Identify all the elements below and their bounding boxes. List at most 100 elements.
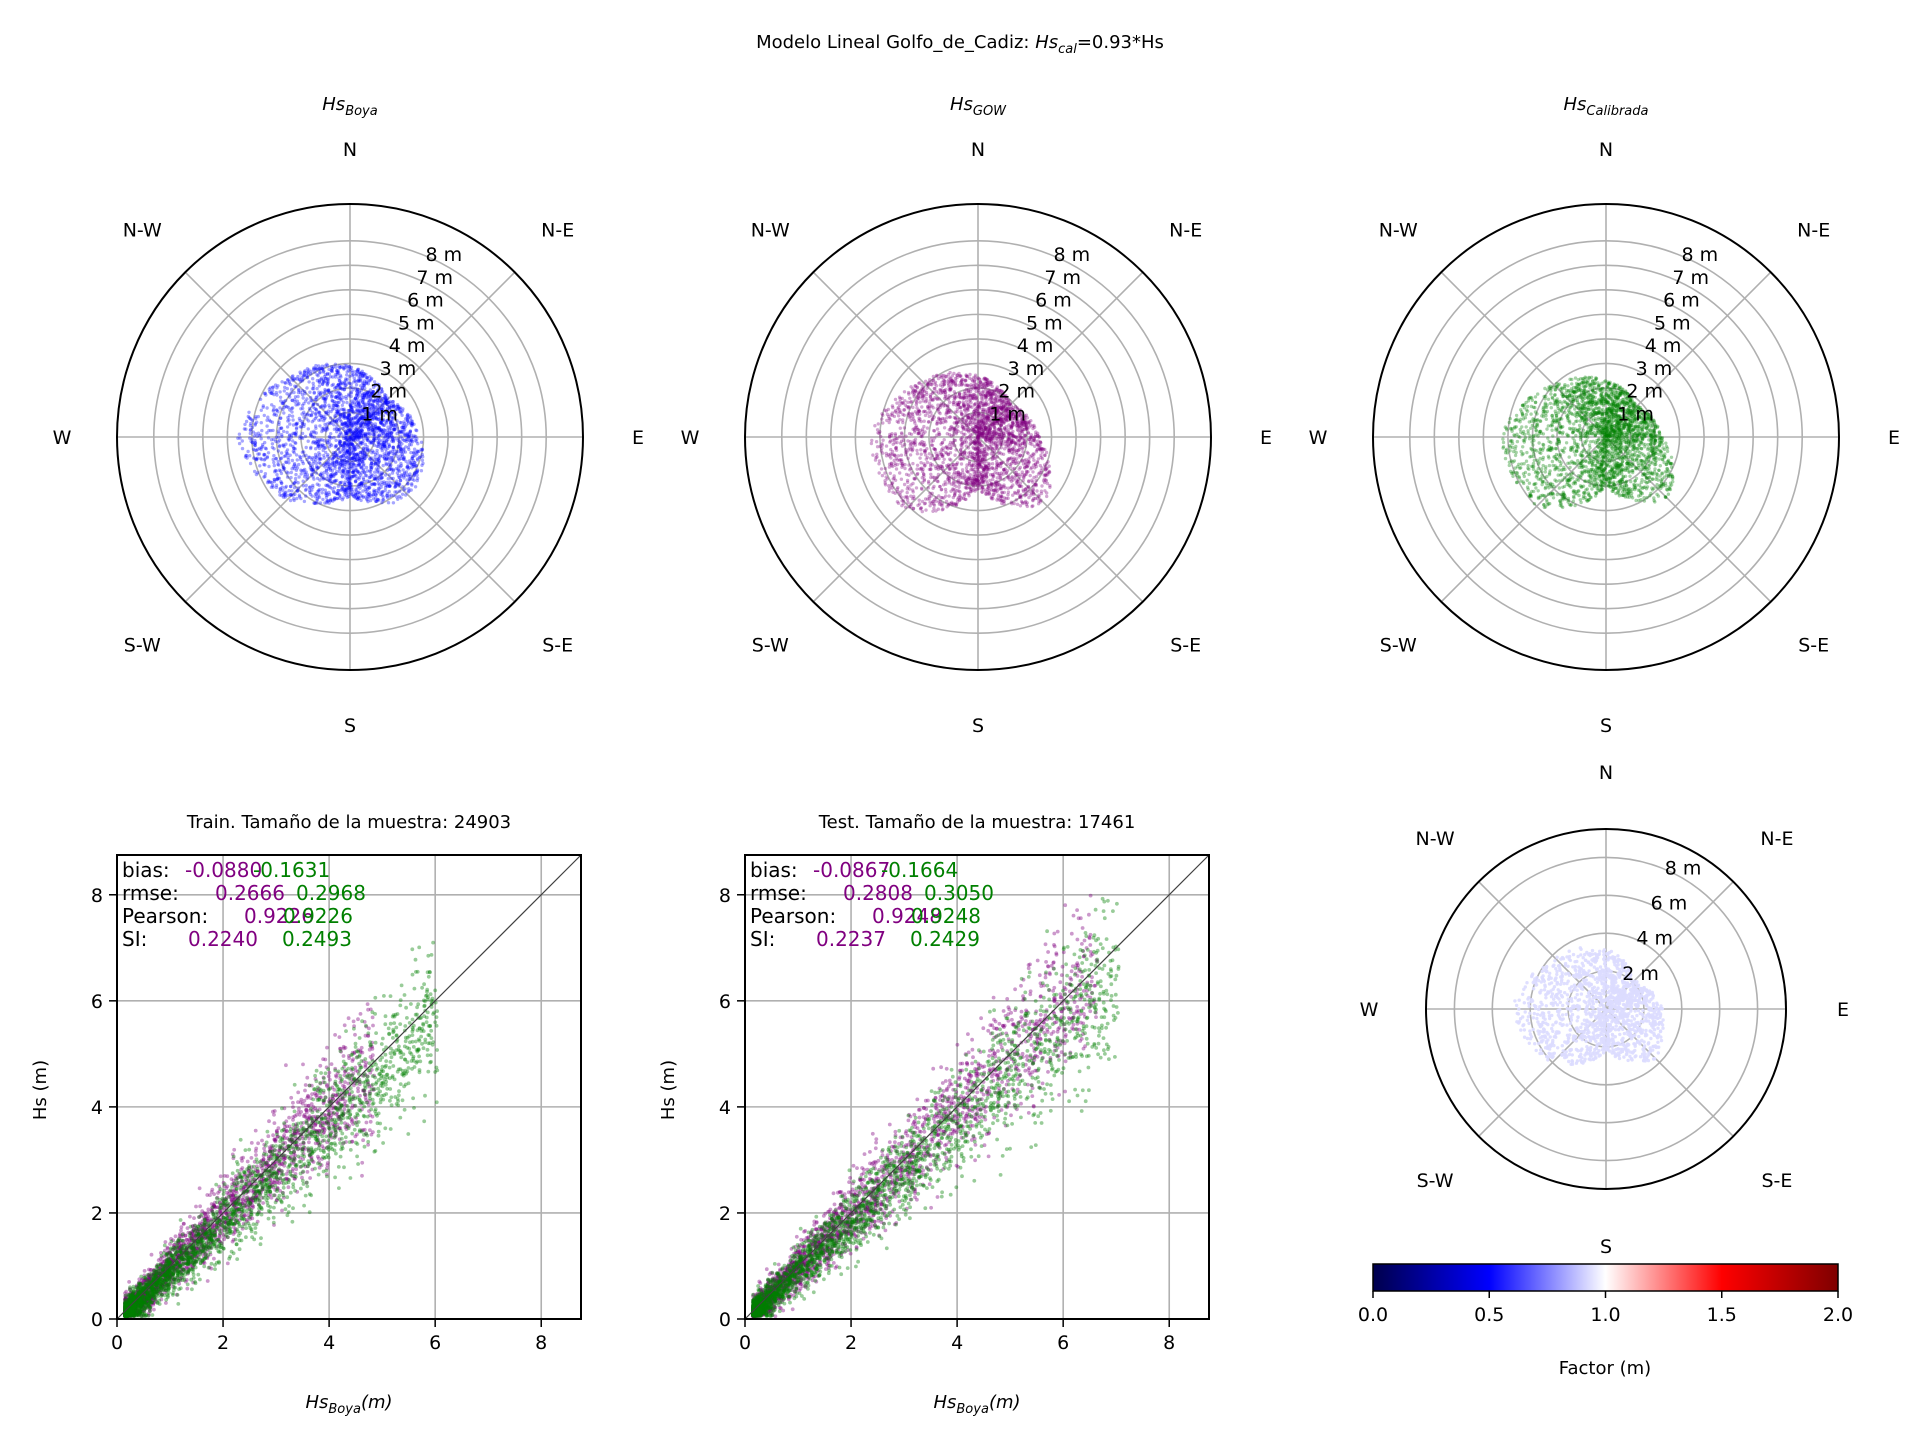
polar-point [255,434,259,438]
polar-point [869,441,874,446]
polar-point [290,489,294,493]
polar-point [353,421,358,425]
polar-point [306,439,310,443]
polar-point [254,415,258,419]
polar-point [346,415,350,419]
polar-point [919,461,923,465]
polar-point [368,457,372,461]
polar-point [938,411,942,416]
polar-point [890,486,894,490]
polar-point [278,493,282,497]
polar-point [272,405,276,409]
polar-point [376,407,380,411]
polar-point [353,473,357,477]
polar-point [400,492,405,496]
polar-point [284,490,288,494]
polar-point [953,426,957,431]
polar-point [324,491,329,495]
polar-point [903,505,908,509]
polar-point [338,496,342,500]
polar-point [327,388,331,392]
polar-point [909,432,914,436]
polar-point [279,426,283,430]
polar-point [367,390,371,394]
polar-point [915,463,920,467]
polar-point [871,453,875,457]
polar-point [883,471,887,475]
polar-point [320,476,324,480]
polar-point [320,404,324,408]
polar-point [304,445,308,450]
polar-point [253,422,258,426]
polar-point [911,490,915,494]
polar-point [415,458,420,462]
polar-point [978,380,983,384]
polar-point [250,437,254,441]
polar-point [1006,493,1010,497]
figure-title: Modelo Lineal Golfo_de_Cadiz: Hscal=0.93… [756,32,1164,57]
polar-point [889,447,893,452]
polar-point [324,412,328,416]
polar-point [282,493,287,498]
polar-point [1013,441,1017,446]
polar-point [347,364,351,369]
polar-point [275,476,280,480]
polar-point [238,436,242,440]
polar-point [396,464,401,468]
polar-point [893,478,898,482]
polar-point [322,369,326,373]
polar-point [314,415,319,419]
polar-point [319,377,323,382]
polar-point [1023,499,1028,504]
polar-point [365,375,369,380]
polar-point [368,441,372,445]
polar-point [370,459,374,463]
polar-point [280,380,284,384]
polar-point [312,477,316,481]
polar-point [373,455,377,459]
polar-point [918,428,922,433]
polar-point [410,424,414,428]
polar-point [399,456,403,461]
polar-point [301,461,305,466]
polar-point [340,475,344,479]
polar-point [937,416,941,420]
polar-point [917,419,921,423]
polar-point [922,419,926,423]
polar-point [355,452,359,456]
polar-point [942,426,947,430]
polar-point [356,470,360,474]
polar-point [324,396,328,400]
polar-point [332,486,337,490]
polar-point [346,481,351,485]
polar-point [349,382,353,386]
polar-point [275,386,279,390]
polar-point [311,384,316,388]
polar-point [271,457,275,462]
polar-point [281,495,286,499]
polar-point [391,455,395,459]
polar-point [930,414,934,418]
polar-point [386,400,390,405]
polar-point [990,462,995,466]
polar-point [290,377,294,381]
polar-point [379,476,384,480]
polar-point [398,447,402,451]
polar-point [304,453,308,457]
polar-point [391,445,396,450]
polar-point [926,486,930,490]
polar-point [892,458,896,463]
polar-point [290,406,294,411]
polar-point [290,387,294,392]
polar-point [272,413,276,417]
polar-point [335,418,339,422]
polar-point [304,494,308,498]
polar-point [340,458,344,462]
polar-point [281,488,285,492]
polar-point [262,453,266,457]
polar-point [931,374,936,379]
polar-point [259,433,263,437]
polar-point [971,451,975,455]
polar-point [996,451,1001,455]
polar-point [323,422,327,427]
